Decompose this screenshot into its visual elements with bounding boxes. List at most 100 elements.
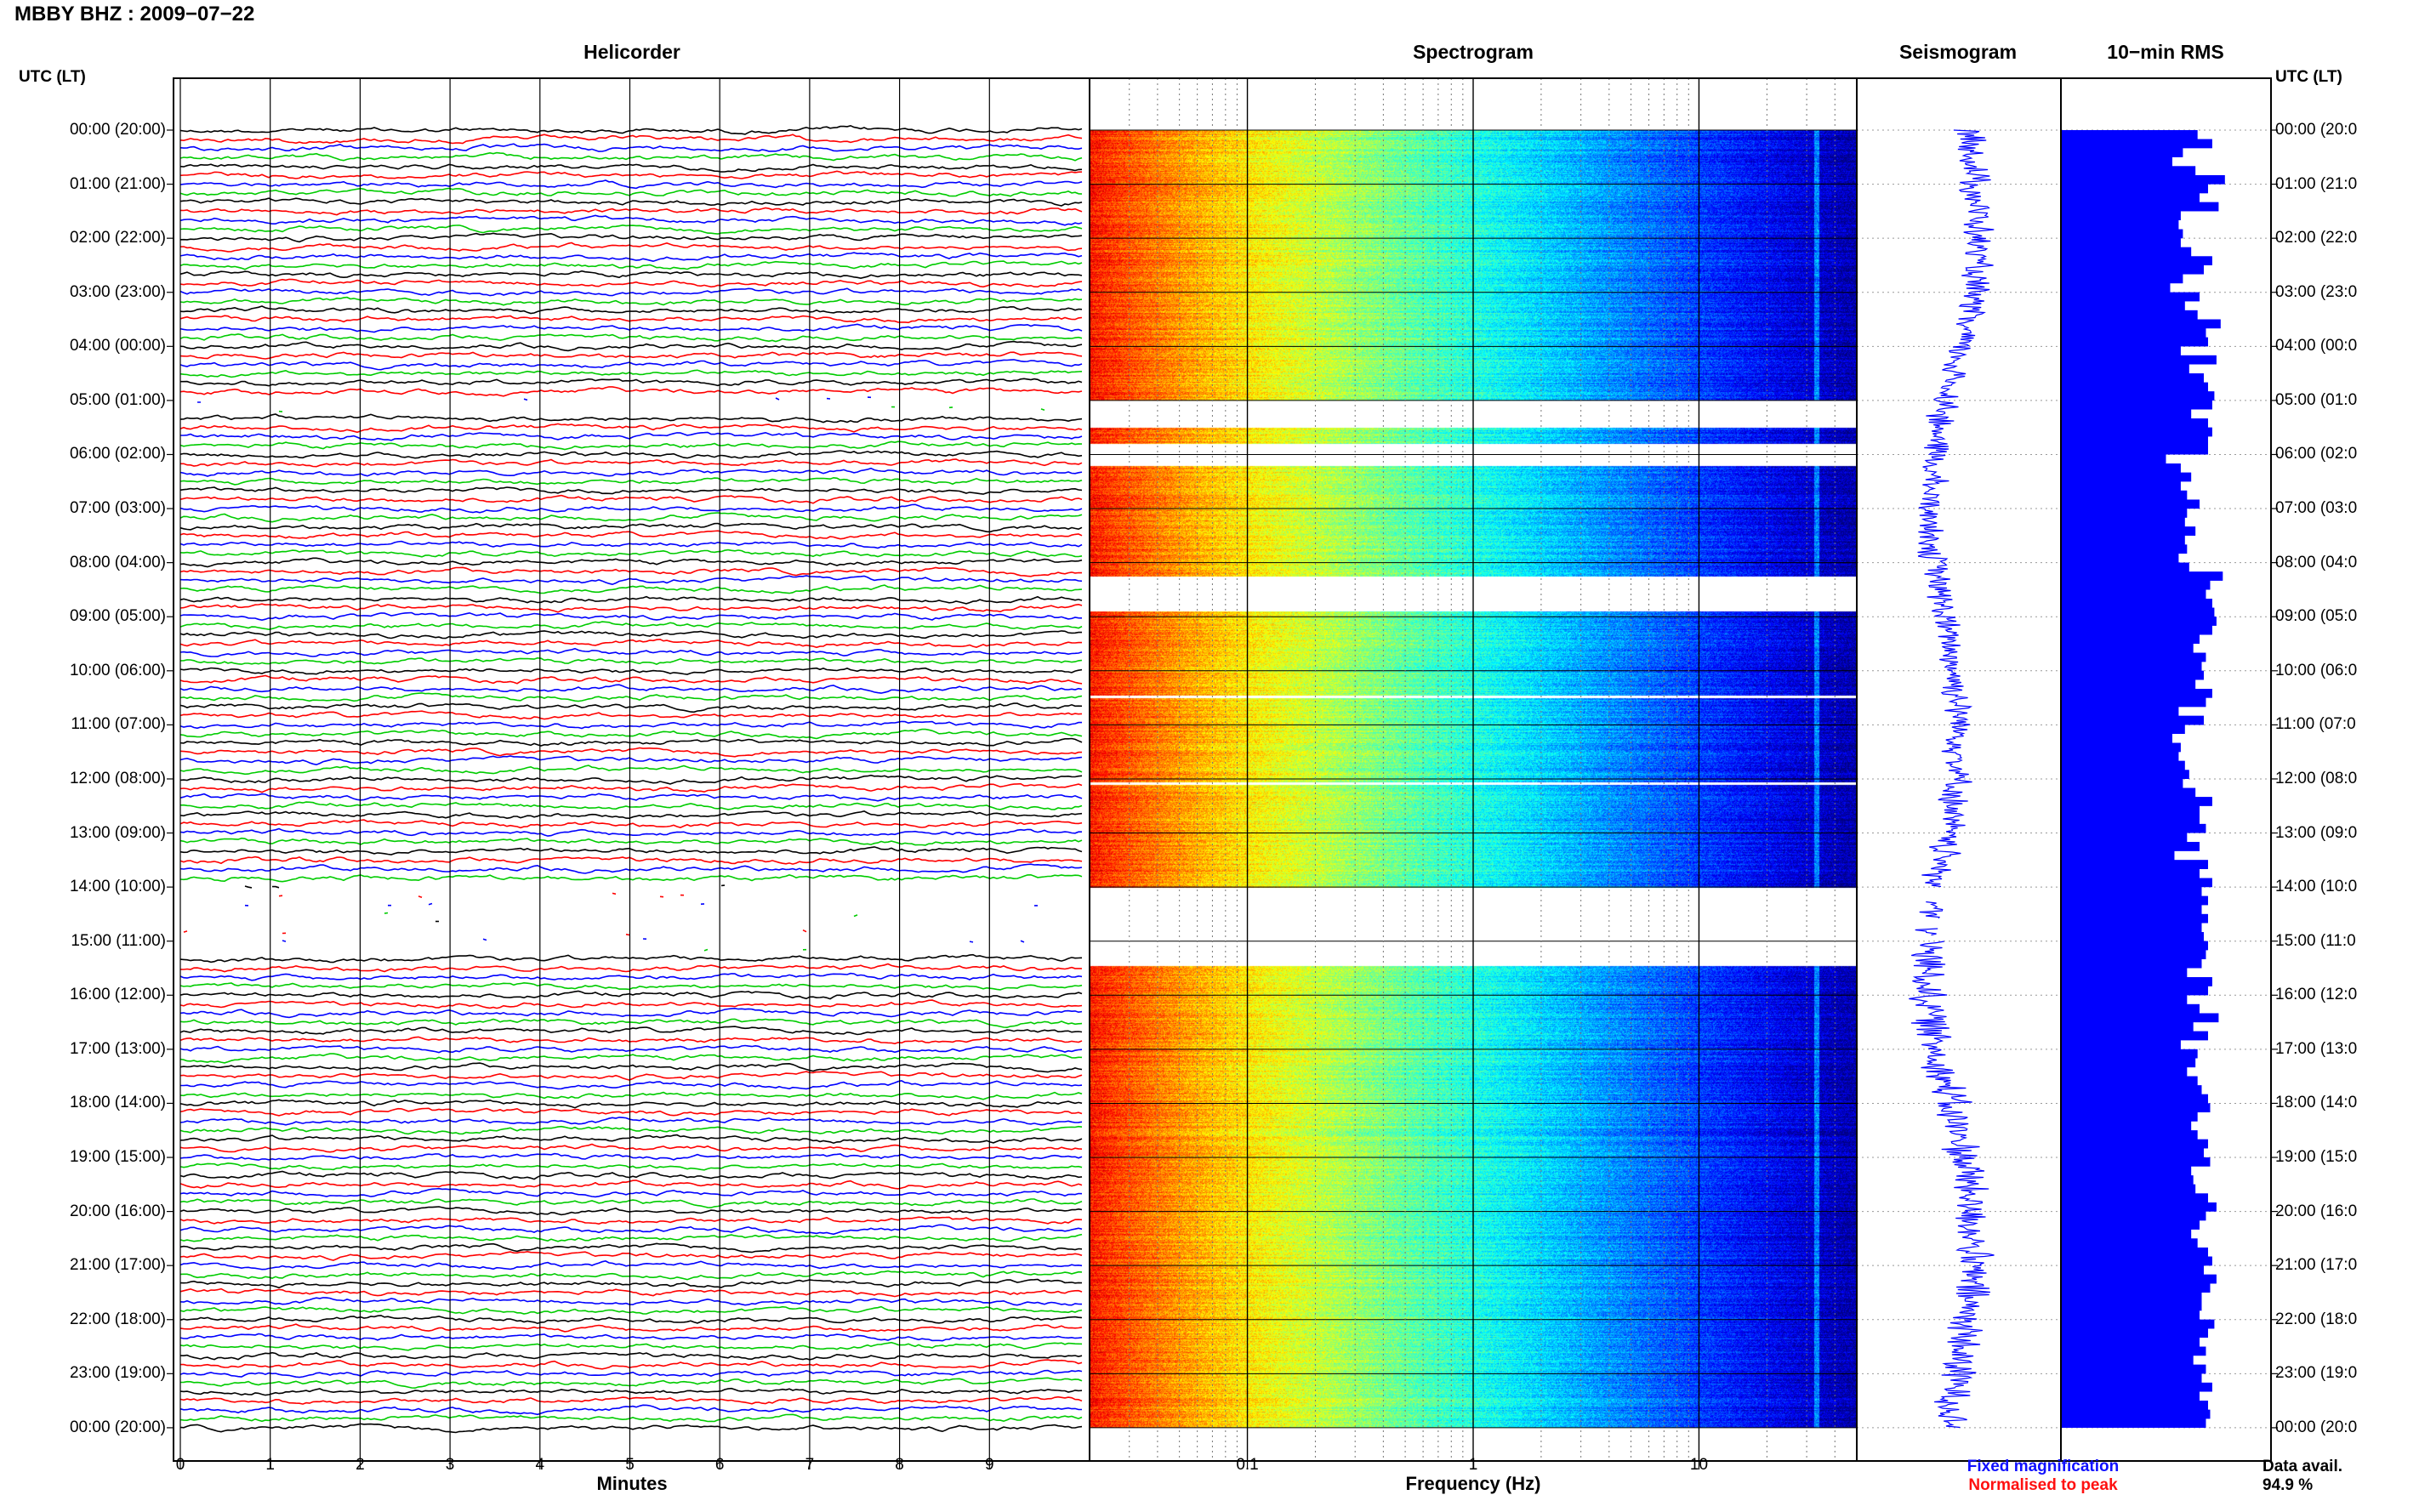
helicorder-minute-gridlines xyxy=(179,78,990,1461)
left-time-label: 00:00 (20:00) xyxy=(69,1418,166,1436)
helicorder-trace-row xyxy=(179,134,1083,145)
right-time-label: 07:00 (03:0 xyxy=(2275,499,2358,518)
rms-bar xyxy=(2061,1175,2194,1185)
right-time-label: 09:00 (05:0 xyxy=(2275,607,2358,626)
helicorder-trace-row xyxy=(179,1036,1083,1045)
helicorder-trace-row xyxy=(179,1242,1083,1253)
spectrogram-gridlines xyxy=(1089,78,1858,1461)
seismogram-trace xyxy=(1909,129,1995,1429)
rms-bar xyxy=(2061,805,2200,816)
rms-bar xyxy=(2061,589,2206,600)
helicorder-trace-row xyxy=(179,692,1083,702)
right-time-label: 02:00 (22:0 xyxy=(2275,229,2358,247)
rms-bar xyxy=(2061,634,2200,645)
minute-tick-label: 7 xyxy=(805,1456,815,1474)
helicorder-traces xyxy=(179,124,1083,1434)
figure-title: MBBY BHZ : 2009−07−22 xyxy=(14,3,255,26)
helicorder-trace-row xyxy=(179,1216,1083,1225)
helicorder-trace-row xyxy=(179,1206,1083,1216)
helicorder-trace-row xyxy=(179,1323,1083,1333)
helicorder-trace-row xyxy=(179,990,1083,1000)
rms-bar xyxy=(2061,526,2196,536)
helicorder-trace-row xyxy=(179,1305,1083,1315)
rms-bar xyxy=(2061,770,2189,779)
rms-bar xyxy=(2061,1337,2200,1347)
helicorder-trace-row xyxy=(179,260,1083,270)
helicorder-trace-row xyxy=(179,801,1083,810)
left-axis-heading: UTC (LT) xyxy=(19,68,86,86)
helicorder-trace-row xyxy=(179,305,1083,315)
left-time-label: 10:00 (06:00) xyxy=(69,661,166,679)
rms-bar xyxy=(2061,895,2208,906)
rms-bar xyxy=(2061,355,2217,365)
helicorder-trace-row xyxy=(179,124,1083,135)
left-time-label: 23:00 (19:00) xyxy=(69,1364,166,1383)
time-axis-ticks xyxy=(167,129,2278,1429)
rms-bar xyxy=(2061,454,2166,464)
rms-bar xyxy=(2061,797,2212,806)
helicorder-trace-row xyxy=(179,1117,1083,1126)
spectrogram-title: Spectrogram xyxy=(1413,41,1534,63)
helicorder-trace-row xyxy=(179,1395,1083,1405)
helicorder-trace-row xyxy=(180,378,1083,387)
helicorder-trace-row xyxy=(179,179,1083,190)
rms-bar xyxy=(2061,1401,2208,1410)
rms-bar xyxy=(2061,1283,2211,1293)
rms-bar xyxy=(2061,1139,2208,1149)
helicorder-trace-row xyxy=(179,728,1083,740)
helicorder-trace-row xyxy=(245,885,970,888)
helicorder-trace-row xyxy=(179,1062,1083,1073)
minute-tick-label: 3 xyxy=(445,1456,455,1474)
helicorder-trace-row xyxy=(179,476,1083,486)
helicorder-trace-row xyxy=(179,575,1083,586)
rms-bar xyxy=(2061,1265,2204,1275)
right-time-label: 05:00 (01:0 xyxy=(2275,390,2358,409)
rms-bar xyxy=(2061,554,2179,563)
rms-bar xyxy=(2061,850,2175,861)
right-time-label: 21:00 (17:0 xyxy=(2275,1256,2358,1275)
helicorder-trace-row xyxy=(179,1070,1083,1081)
rms-bar xyxy=(2061,156,2172,167)
rms-bar xyxy=(2061,580,2211,590)
rms-bar xyxy=(2061,1346,2206,1356)
helicorder-trace-row xyxy=(179,557,1083,568)
rms-bar xyxy=(2061,995,2188,1004)
helicorder-trace-row xyxy=(179,1224,1083,1236)
helicorder-trace-row xyxy=(179,1026,1083,1036)
rms-bar xyxy=(2061,842,2200,851)
right-axis-heading: UTC (LT) xyxy=(2275,68,2342,86)
helicorder-trace-row xyxy=(179,1423,1083,1434)
rms-bar xyxy=(2061,1076,2198,1086)
rms-bar xyxy=(2061,1112,2198,1122)
helicorder-trace-row xyxy=(179,512,1083,523)
helicorder-trace-row xyxy=(179,486,1083,495)
right-time-label: 00:00 (20:0 xyxy=(2275,1418,2358,1436)
helicorder-trace-row xyxy=(180,431,1083,441)
rms-bar xyxy=(2061,1409,2211,1419)
helicorder-trace-row xyxy=(179,837,1083,846)
helicorder-trace-row xyxy=(179,1107,1083,1117)
rms-bar xyxy=(2061,535,2185,545)
right-time-label: 17:00 (13:0 xyxy=(2275,1039,2358,1058)
rms-bar xyxy=(2061,644,2194,653)
helicorder-trace-row xyxy=(244,902,1038,907)
left-time-label: 21:00 (17:00) xyxy=(69,1256,166,1275)
helicorder-trace-row xyxy=(179,278,1083,288)
rms-title: 10−min RMS xyxy=(2107,41,2224,63)
helicorder-trace-row xyxy=(179,595,1083,605)
helicorder-trace-row xyxy=(179,737,1083,747)
rms-bar xyxy=(2061,1238,2198,1248)
x-axis-ticks xyxy=(179,1461,1700,1469)
rms-bar xyxy=(2061,923,2202,933)
data-availability-label: Data avail. xyxy=(2262,1458,2342,1475)
helicorder-trace-row xyxy=(179,369,1083,378)
rms-hour-gridlines xyxy=(2061,129,2271,1429)
helicorder-trace-row xyxy=(279,893,1082,897)
right-time-label: 22:00 (18:0 xyxy=(2275,1310,2358,1328)
helicorder-trace-row xyxy=(179,710,1083,720)
helicorder-trace-row xyxy=(179,1143,1083,1153)
minute-tick-label: 1 xyxy=(265,1456,275,1474)
helicorder-trace-row xyxy=(180,1080,1083,1090)
rms-bar xyxy=(2061,283,2171,293)
rms-bar xyxy=(2061,1220,2200,1230)
